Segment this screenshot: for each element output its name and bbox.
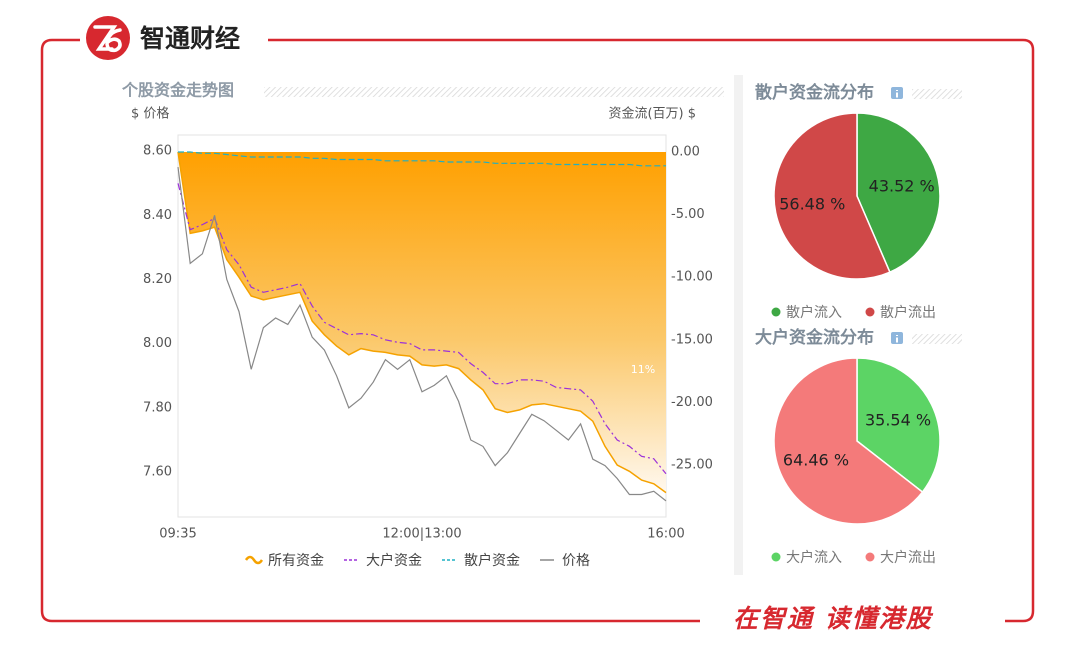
y2-tick-label: -25.00 [671, 458, 713, 473]
legend-label: 价格 [562, 553, 590, 569]
value-label: 43.52 % [869, 176, 935, 195]
divider [734, 75, 743, 575]
y2-tick-label: 0.00 [671, 145, 700, 160]
logo-text: 智通财经 [140, 24, 240, 53]
legend-icon [244, 555, 264, 565]
legend-label: 散户流入 [786, 304, 842, 321]
chart-title: 大户资金流分布 [755, 327, 874, 348]
y2-tick-label: -20.00 [671, 395, 713, 410]
y-tick-label: 8.00 [143, 336, 172, 351]
x-tick-label: 09:35 [159, 527, 196, 542]
y-tick-label: 7.80 [143, 400, 172, 415]
legend-swatch [865, 307, 875, 317]
y-axis-label: $ 价格 [131, 106, 169, 122]
annotation: 11% [631, 363, 655, 376]
pie-slice [773, 112, 891, 280]
title-hatch [912, 334, 962, 344]
series-line [177, 151, 667, 494]
value-label: 56.48 % [779, 195, 845, 214]
frame [40, 38, 1035, 623]
pie-slice [856, 357, 941, 494]
legend-label: 大户流入 [786, 549, 842, 566]
value-label: 35.54 % [865, 410, 931, 429]
chart-title: 个股资金走势图 [121, 81, 234, 100]
y2-tick-label: -10.00 [671, 270, 713, 285]
chart-title: 散户资金流分布 [755, 82, 874, 103]
y-tick-label: 8.40 [143, 208, 172, 223]
y2-tick-label: -15.00 [671, 332, 713, 347]
legend-swatch [865, 552, 875, 562]
series-line [177, 183, 667, 475]
legend-label: 散户流出 [880, 304, 936, 321]
legend-label: 所有资金 [268, 553, 324, 569]
y-tick-label: 7.60 [143, 465, 172, 480]
series-line [178, 151, 666, 167]
legend-label: 散户资金 [464, 552, 520, 569]
legend-label: 大户流出 [880, 549, 936, 566]
y-tick-label: 8.60 [143, 144, 172, 159]
title-hatch [912, 89, 962, 99]
pie-slice [773, 357, 924, 525]
series-line [177, 167, 667, 502]
x-tick-label: 12:00|13:00 [382, 527, 461, 542]
slogan: 在智通 读懂港股 [733, 604, 934, 633]
legend-swatch [771, 307, 781, 317]
logo-mark [93, 25, 122, 53]
legend-label: 大户资金 [366, 552, 422, 569]
y-tick-label: 8.20 [143, 272, 172, 287]
y2-axis-label: 资金流(百万) $ [608, 106, 696, 122]
legend-swatch [771, 552, 781, 562]
title-hatch [264, 87, 724, 97]
x-tick-label: 16:00 [647, 527, 684, 542]
y2-tick-label: -5.00 [671, 207, 705, 222]
area-fill [178, 152, 666, 493]
pie-slice [856, 112, 941, 274]
value-label: 64.46 % [783, 451, 849, 470]
